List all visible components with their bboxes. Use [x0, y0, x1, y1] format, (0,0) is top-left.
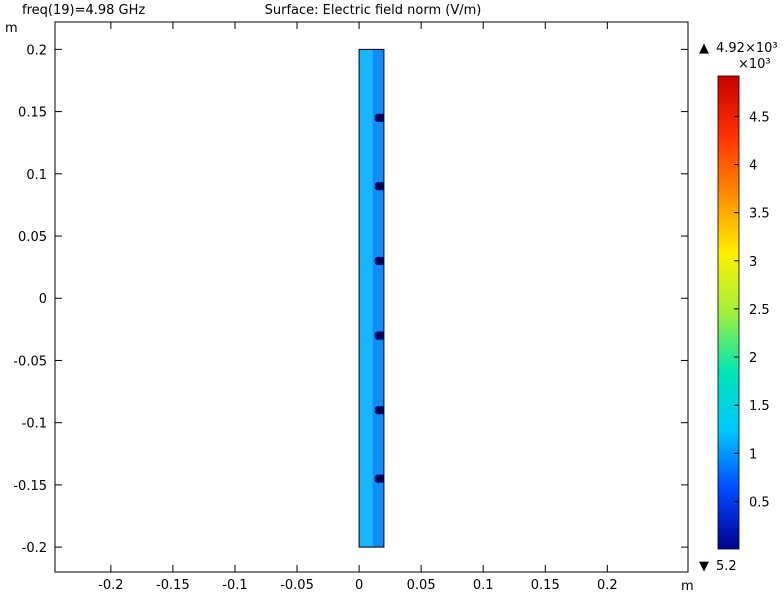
y-tick-label: -0.1 [22, 417, 47, 432]
colorbar-min-arrow-icon: ▼ [699, 559, 709, 574]
x-tick-label: 0.2 [597, 578, 618, 593]
chart-title: Surface: Electric field norm (V/m) [265, 3, 482, 18]
x-tick-label: -0.15 [156, 578, 190, 593]
x-tick-label: 0.1 [473, 578, 494, 593]
x-tick-label: 0.05 [407, 578, 436, 593]
header-frequency-label: freq(19)=4.98 GHz [22, 3, 145, 18]
x-tick-label: 0.15 [531, 578, 560, 593]
colorbar-tick-label: 0.5 [749, 495, 770, 510]
x-tick-label: -0.05 [280, 578, 314, 593]
x-axis-unit-label: m [681, 579, 694, 594]
colorbar-tick-label: 1 [749, 447, 757, 462]
colorbar-scale-label: ×10³ [738, 57, 771, 72]
colorbar-tick-label: 3 [749, 255, 757, 270]
colorbar-min-label: 5.2 [716, 559, 737, 574]
y-tick-label: 0.2 [26, 43, 47, 58]
y-tick-label: -0.05 [13, 354, 47, 369]
colorbar: ▲ 4.92×10³ ×10³ 0.5 1 1.5 2 2.5 3 3.5 4 4.5 ▼ 5.… [699, 41, 778, 574]
y-axis-unit-label: m [5, 21, 18, 36]
colorbar-tick-label: 4 [749, 159, 757, 174]
colorbar-max-label: 4.92×10³ [716, 41, 778, 56]
y-tick-label: 0.05 [18, 230, 47, 245]
colorbar-tick-label: 2 [749, 351, 757, 366]
colorbar-tick-label: 4.5 [749, 110, 770, 125]
y-tick-label: -0.2 [22, 541, 47, 556]
x-tick-label: -0.1 [222, 578, 247, 593]
x-tick-label: 0 [355, 578, 363, 593]
y-tick-label: 0.1 [26, 168, 47, 183]
y-tick-label: 0.15 [18, 106, 47, 121]
x-tick-label: -0.2 [98, 578, 123, 593]
colorbar-gradient [718, 76, 739, 549]
colorbar-tick-label: 3.5 [749, 207, 770, 222]
y-tick-label: 0 [39, 292, 47, 307]
colorbar-tick-label: 1.5 [749, 399, 770, 414]
colorbar-max-arrow-icon: ▲ [699, 41, 709, 56]
colorbar-tick-label: 2.5 [749, 303, 770, 318]
y-tick-label: -0.15 [13, 479, 47, 494]
